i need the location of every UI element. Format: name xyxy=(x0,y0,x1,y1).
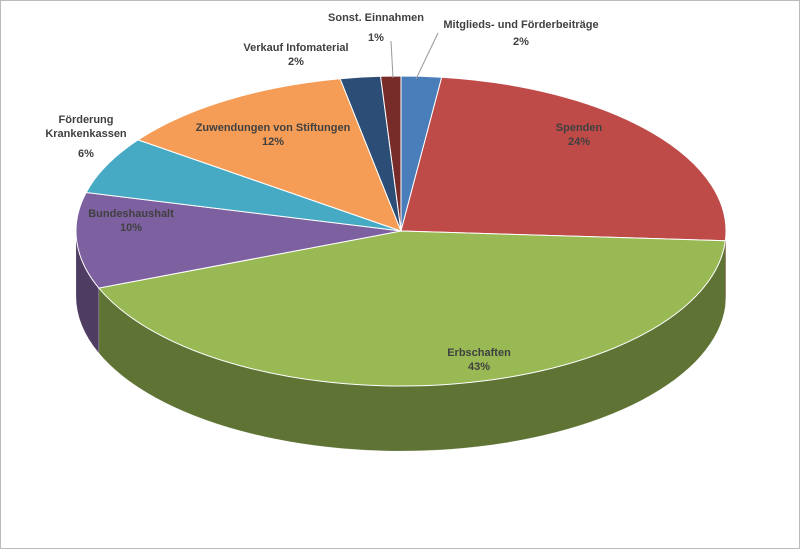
slice xyxy=(85,139,402,232)
slice-label: Mitglieds- und Förderbeiträge xyxy=(443,19,599,31)
slice-value-label: 43% xyxy=(467,361,491,373)
slice-value-label: 1% xyxy=(368,32,384,44)
slice-label: Sonst. Einnahmen xyxy=(328,12,424,24)
leader-line xyxy=(415,32,439,80)
slice-value-label: 10% xyxy=(119,222,143,234)
slice-label: Zuwendungen von Stiftungen xyxy=(195,122,351,134)
slice-value-label: 12% xyxy=(261,136,285,148)
slice xyxy=(75,191,402,289)
slice-label: Spenden xyxy=(555,122,603,134)
slice-value-label: 6% xyxy=(78,148,94,160)
slice xyxy=(97,230,726,387)
slice-label: Förderung Krankenkassen xyxy=(45,114,127,140)
slice-label: Verkauf Infomaterial xyxy=(243,42,349,54)
slice xyxy=(400,76,727,242)
leader-line xyxy=(390,40,394,79)
slice-value-label: 2% xyxy=(513,36,529,48)
slice-value-label: 24% xyxy=(567,136,591,148)
slice-value-label: 2% xyxy=(288,56,304,68)
slice xyxy=(380,75,402,232)
slice xyxy=(136,78,402,232)
slice-label: Bundeshaushalt xyxy=(88,208,174,220)
slice-label: Erbschaften xyxy=(447,347,511,359)
